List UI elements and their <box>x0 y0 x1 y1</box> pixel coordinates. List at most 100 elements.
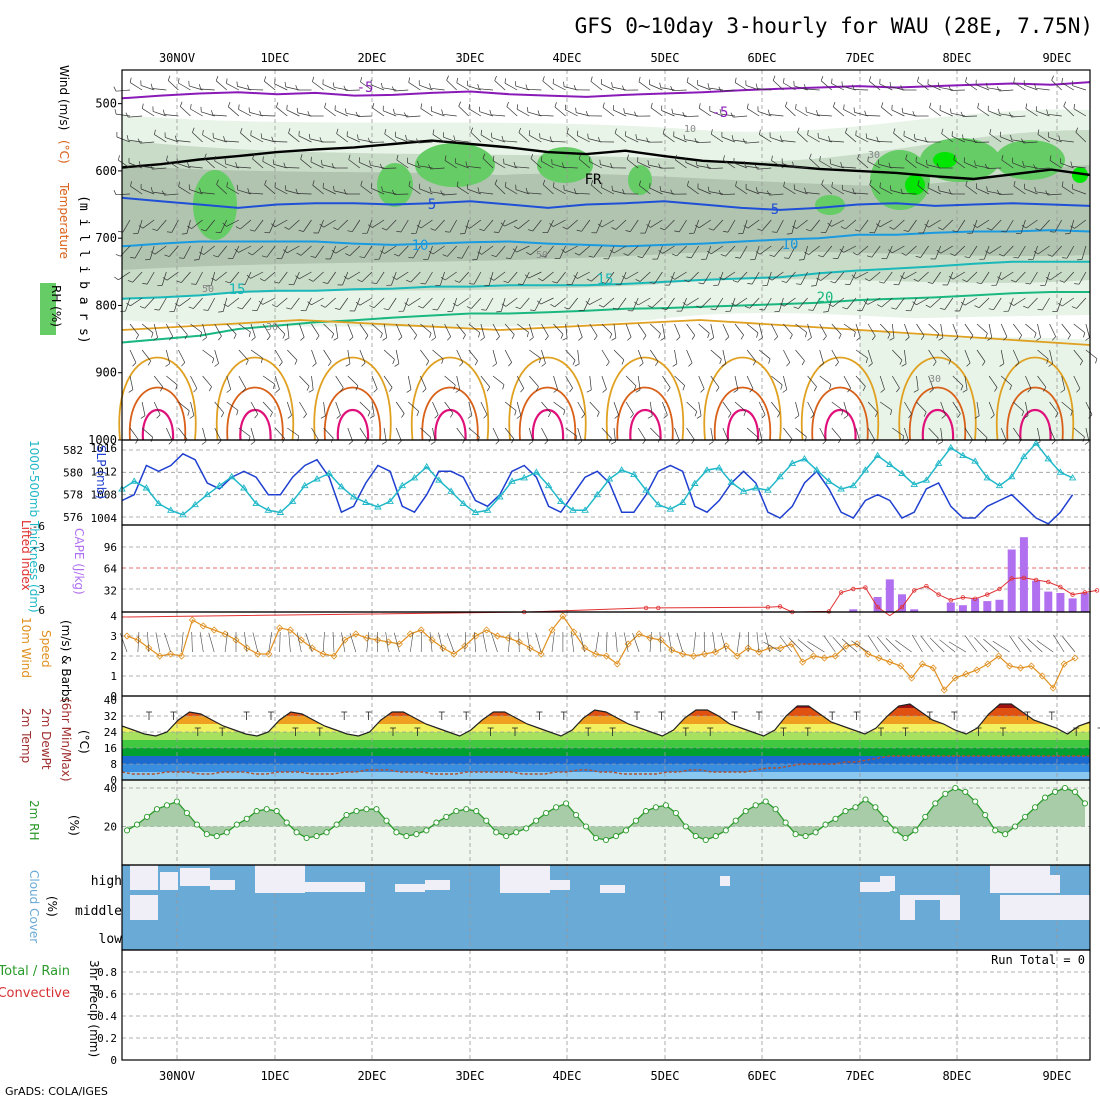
wind-barb-flag <box>953 154 956 160</box>
wind-barb <box>820 80 833 91</box>
rh2m-marker <box>553 804 560 811</box>
wind-barb <box>1020 219 1026 234</box>
wind-barb-flag <box>234 248 239 253</box>
wind-barb-flag <box>236 81 238 87</box>
wind-barb-flag <box>1083 332 1086 338</box>
wind-barb <box>336 133 349 143</box>
wind-barb-flag <box>843 415 849 419</box>
wind-barb-flag <box>1062 257 1068 259</box>
wind-barb <box>608 245 615 260</box>
wind-barb-flag <box>986 227 992 231</box>
wind-barb <box>439 271 445 286</box>
rh2m-marker <box>692 833 699 840</box>
wind-barb-flag <box>610 162 613 168</box>
wind-barb <box>613 401 619 416</box>
wind-barb-flag <box>874 412 878 418</box>
wind10-barb <box>410 632 414 653</box>
date-label-top: 5DEC <box>651 51 680 65</box>
wind-barb <box>190 375 198 389</box>
wind-barb <box>189 189 203 195</box>
wind-barb-flag <box>564 307 570 310</box>
wind-barb-flag <box>429 83 432 89</box>
rh2m-marker <box>742 808 749 815</box>
wind-barb-flag <box>516 104 519 110</box>
wind-barb-flag <box>694 411 698 417</box>
wind-barb-flag <box>627 336 632 341</box>
wind-barb-flag <box>759 309 765 311</box>
wind-barb-flag <box>658 333 661 339</box>
rh2m-marker <box>443 813 450 820</box>
wind-barb-flag <box>236 410 239 416</box>
wind-barb <box>751 271 760 285</box>
isotherm-label: 5 <box>771 202 779 218</box>
wind-barb <box>1025 401 1029 416</box>
wind-barb-flag <box>176 280 182 283</box>
wind-barb <box>164 193 179 196</box>
thickness-line-marker <box>569 506 577 513</box>
thickness-line-marker <box>934 459 943 466</box>
wind-barb-flag <box>1021 138 1024 144</box>
ylabel-tempunit: (°C) <box>57 140 71 164</box>
wind-barb <box>408 82 421 91</box>
isotherm-30 <box>616 386 674 441</box>
wind-barb-flag <box>852 84 855 90</box>
wind-barb-flag <box>621 359 625 365</box>
wind-barb <box>733 115 748 118</box>
wind-barb <box>359 297 373 306</box>
wind-barb <box>577 323 583 338</box>
wind-barb-flag <box>408 77 411 83</box>
wind-barb-flag <box>609 333 613 339</box>
wind-barb <box>542 184 554 195</box>
wind-barb <box>287 427 299 437</box>
wind-barb <box>479 191 494 195</box>
wind-barb <box>190 323 202 333</box>
wind-barb-flag <box>867 156 869 162</box>
wind-barb-flag <box>721 363 726 367</box>
wind10-barb <box>147 631 150 653</box>
wind-barb-flag <box>786 233 792 235</box>
wind-barb <box>214 401 224 413</box>
wind10-marker <box>319 650 327 658</box>
wind-barb <box>855 271 869 279</box>
wind-barb <box>935 245 942 260</box>
wind-barb-flag <box>420 282 426 285</box>
wind-barb-flag <box>694 138 698 143</box>
wind-barb <box>504 401 517 411</box>
wind-barb <box>122 219 131 233</box>
wind-barb <box>988 401 995 416</box>
wind-barb <box>601 187 615 195</box>
wind-barb-flag <box>891 307 897 310</box>
thickness-line-marker <box>154 499 163 507</box>
wind-barb-flag <box>286 307 292 310</box>
thickness-line-marker <box>422 462 431 470</box>
wind-barb <box>311 375 314 390</box>
wind-barb <box>601 323 613 335</box>
wind-barb <box>361 271 373 282</box>
wind-barb-flag <box>925 304 931 308</box>
wind-barb-flag <box>1015 362 1020 367</box>
wind-barb-flag <box>343 189 347 195</box>
wind-barb-flag <box>429 332 432 338</box>
isotherm-35 <box>629 409 662 441</box>
wind-barb <box>494 80 506 91</box>
wind-barb-flag <box>405 279 411 283</box>
wind-barb <box>846 297 857 310</box>
wind-barb <box>364 245 373 258</box>
wind-barb-flag <box>810 414 815 419</box>
wind-barb <box>867 323 876 337</box>
wind10-marker <box>493 632 502 640</box>
wind-barb <box>1037 349 1049 360</box>
wind-barb <box>981 271 990 284</box>
wind-barb-flag <box>1045 277 1051 281</box>
date-label-top: 8DEC <box>943 51 972 65</box>
wind-barb-flag <box>868 363 873 367</box>
wind-barb <box>988 110 1002 117</box>
rh2m-marker <box>1061 784 1069 792</box>
thickness-line-marker <box>947 443 955 451</box>
wind-barb <box>589 375 592 390</box>
wind-barb <box>1059 139 1074 143</box>
wind10-marker <box>995 652 1003 660</box>
wind-barb-flag <box>936 163 940 169</box>
isotherm-FR <box>121 139 1091 181</box>
thickness-line-marker <box>374 503 382 510</box>
